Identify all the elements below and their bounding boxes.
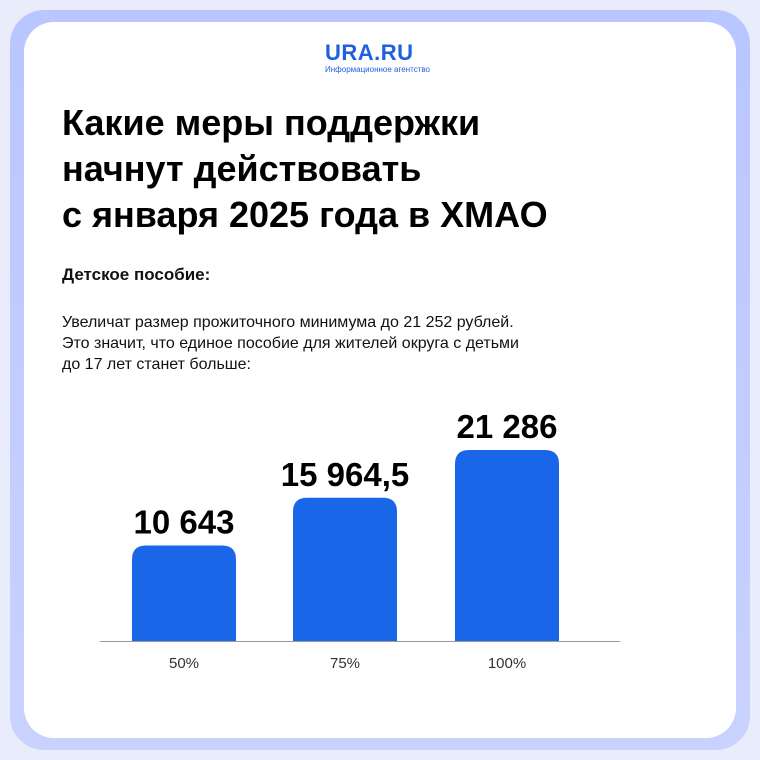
paragraph-line-1: Увеличат размер прожиточного минимума до… [62,314,514,331]
title-line-2: начнут действовать [62,148,422,189]
bar-50pct [132,545,236,641]
section-subtitle: Детское пособие: [62,265,211,284]
x-tick-label: 100% [488,655,526,672]
paragraph-line-2: Это значит, что единое пособие для жител… [62,335,519,352]
page-title: Какие меры поддержки начнут действовать … [62,100,702,238]
bar-75pct [293,497,397,641]
bar-100pct [455,450,559,641]
x-tick-label: 50% [169,655,199,672]
bar-value-label: 10 643 [134,504,235,541]
ura-logo: URA.RU Информационное агентство [325,42,455,75]
logo-name: URA.RU [325,40,414,65]
description-paragraph: Увеличат размер прожиточного минимума до… [62,312,662,375]
bar-value-label: 21 286 [457,408,558,445]
x-tick-label: 75% [330,655,360,672]
title-line-1: Какие меры поддержки [62,102,481,143]
logo-tagline: Информационное агентство [325,65,430,74]
title-line-3: с января 2025 года в ХМАО [62,194,548,235]
paragraph-line-3: до 17 лет станет больше: [62,356,251,373]
bar-value-label: 15 964,5 [281,456,409,493]
